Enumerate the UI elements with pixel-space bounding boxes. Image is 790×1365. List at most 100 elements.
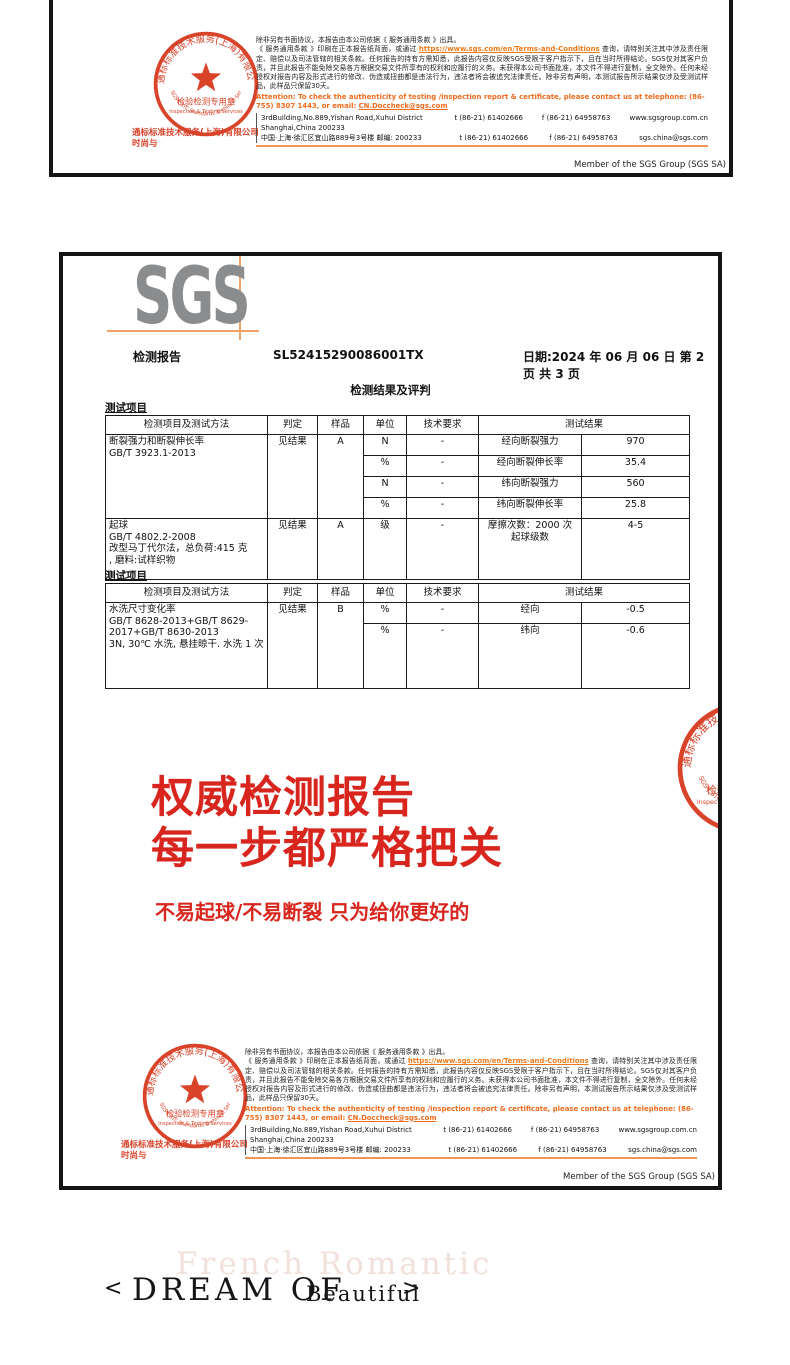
marketing-headline: 权威检测报告 每一步都严格把关 [151, 773, 503, 875]
disclaimer-text: 除非另有书面协议，本报告由本公司依据《 服务通用条款 》出具。 《 服务通用条款… [256, 36, 708, 92]
terms-link: https://www.sgs.com/en/Terms-and-Conditi… [418, 45, 600, 54]
attention-text: Attention: To check the authenticity of … [256, 92, 705, 110]
footer-text-column: 除非另有书面协议，本报告由本公司依据《 服务通用条款 》出具。 《 服务通用条款… [256, 36, 708, 147]
svg-text:Inspection & Testing Services: Inspection & Testing Services [169, 109, 243, 115]
col-verdict: 判定 [267, 415, 318, 435]
brand-name: DREAM OF [132, 1272, 346, 1308]
phone-en: t (86-21) 61402666 [454, 113, 523, 122]
svg-text:检验检测专用章: 检验检测专用章 [177, 97, 236, 107]
report-header-row: 检测报告 SL52415290086001TX 日期:2024 年 06 月 0… [133, 348, 708, 381]
sgs-logo-block: SGS [107, 252, 327, 350]
stamp-caption: 通标标准技术服务(上海)有限公司 时尚与 [121, 1140, 301, 1162]
td-result-label: 经向 [478, 602, 582, 624]
attention-note: Attention: To check the authenticity of … [256, 93, 708, 111]
report-page2-card: SGS 检测报告 SL52415290086001TX 日期:2024 年 06… [59, 252, 722, 1190]
table-header-row: 检测项目及测试方法 判定 样品 单位 技术要求 测试结果 [105, 583, 691, 603]
address-row-en: 3rdBuilding,No.889,Yishan Road,Xuhui Dis… [250, 1125, 697, 1145]
test-results-table-1: 检测项目及测试方法 判定 样品 单位 技术要求 测试结果 断裂强力和断裂伸长率 … [105, 415, 691, 580]
headline-line1: 权威检测报告 [151, 773, 415, 823]
address-block: 3rdBuilding,No.889,Yishan Road,Xuhui Dis… [245, 1124, 697, 1155]
td-requirement: - [406, 434, 479, 456]
td-unit: % [363, 623, 407, 689]
td-requirement: - [406, 518, 479, 580]
star-icon [179, 1074, 211, 1104]
td-result-label: 经向断裂伸长率 [478, 455, 582, 477]
col-requirement: 技术要求 [406, 415, 479, 435]
phone-en: t (86-21) 61402666 [443, 1125, 512, 1134]
stamp-caption-line2: 时尚与 [121, 1151, 147, 1161]
address-en: 3rdBuilding,No.889,Yishan Road,Xuhui Dis… [261, 113, 423, 132]
address-row-cn: 中国·上海·徐汇区宜山路889号3号楼 邮编: 200233 t (86-21)… [250, 1145, 697, 1155]
td-result-value: 4-5 [580, 518, 691, 580]
sgs-member-line: Member of the SGS Group (SGS SA) [563, 1172, 715, 1182]
table-row: 断裂强力和断裂伸长率 GB/T 3923.1-2013 见结果 A N - 经向… [105, 434, 691, 519]
col-requirement: 技术要求 [406, 583, 479, 603]
results-section-title: 检测结果及评判 [350, 383, 431, 397]
disclaimer-part2: 查询，请特别关注其中涉及责任限定、赔偿以及司法管辖的相关条款。任何报告的持有方需… [245, 1057, 697, 1103]
item-description: 3N, 30℃ 水洗, 悬挂晾干. 水洗 1 次 [109, 638, 264, 650]
brand-banner: French Romantic < DREAM OF Beautiful > [0, 1240, 790, 1350]
svg-text:检验检测专用章: 检验检测专用章 [706, 784, 722, 797]
td-sample: A [317, 434, 364, 519]
col-unit: 单位 [363, 415, 407, 435]
td-unit: 级 [363, 518, 407, 580]
td-result-value: 25.8 [580, 497, 691, 519]
svg-text:通标标准技术服务(上海)有限公司: 通标标准技术服务(上海)有限公司 [673, 698, 722, 768]
disclaimer-part2: 查询，请特别关注其中涉及责任限定、赔偿以及司法管辖的相关条款。任何报告的持有方需… [256, 45, 708, 91]
col-result: 测试结果 [477, 415, 691, 435]
right-arrow-icon[interactable]: > [402, 1276, 421, 1301]
table-row: 起球 GB/T 4802.2-2008 改型马丁代尔法，总负荷:415 克 , … [105, 518, 691, 580]
td-requirement: - [406, 476, 479, 498]
td-verdict: 见结果 [267, 434, 318, 519]
item-name: 起球 [109, 520, 129, 531]
footer-divider [245, 1156, 697, 1159]
item-dimensional-change: 水洗尺寸变化率 GB/T 8628-2013+GB/T 8629-2017+GB… [105, 602, 268, 689]
left-arrow-icon[interactable]: < [104, 1276, 123, 1301]
td-sample: B [317, 602, 364, 689]
item-method: GB/T 8628-2013+GB/T 8629-2017+GB/T 8630-… [109, 615, 249, 639]
brand-tagline: Beautiful [306, 1282, 422, 1306]
td-result-label: 纬向断裂伸长率 [478, 497, 582, 519]
td-result-value: 35.4 [580, 455, 691, 477]
col-sample: 样品 [317, 583, 364, 603]
stamp-caption-line2: 时尚与 [132, 139, 158, 149]
address-cn: 中国·上海·徐汇区宜山路889号3号楼 邮编: 200233 [261, 133, 422, 142]
td-result-label: 纬向断裂强力 [478, 476, 582, 498]
sgs-logo: SGS [133, 252, 251, 342]
stamp-caption: 通标标准技术服务(上海)有限公司 时尚与 [132, 128, 312, 150]
website-url: www.sgsgroup.com.cn [629, 113, 708, 122]
attention-text: Attention: To check the authenticity of … [245, 1104, 694, 1122]
email-address: sgs.china@sgs.com [639, 133, 708, 142]
address-row-cn: 中国·上海·徐汇区宜山路889号3号楼 邮编: 200233 t (86-21)… [261, 133, 708, 143]
col-item: 检测项目及测试方法 [105, 583, 268, 603]
item-method: GB/T 3923.1-2013 [109, 447, 196, 459]
stamp-caption-line1: 通标标准技术服务(上海)有限公司 [132, 128, 259, 138]
col-result: 测试结果 [477, 583, 691, 603]
sgs-member-line: Member of the SGS Group (SGS SA) [574, 160, 726, 170]
phone-cn: t (86-21) 61402666 [459, 133, 529, 142]
company-seal-stamp-side: 通标标准技术服务(上海)有限公司 检验检测专用章 Inspection & Te… [673, 698, 722, 829]
disclaimer-part1: 除非另有书面协议，本报告由本公司依据《 服务通用条款 》出具。 《 服务通用条款… [256, 36, 461, 54]
test-items-label-2: 测试项目 [105, 570, 147, 582]
td-result-value: -0.5 [580, 602, 691, 624]
td-unit: N [363, 476, 407, 498]
report-page1-footer-card: 通标标准技术服务(上海)有限公司 检验检测专用章 Inspection & Te… [49, 0, 733, 177]
logo-crosshair-vertical [239, 256, 241, 340]
item-name: 断裂强力和断裂伸长率 [109, 436, 205, 447]
table-header-row: 检测项目及测试方法 判定 样品 单位 技术要求 测试结果 [105, 415, 691, 435]
company-seal-stamp: 通标标准技术服务(上海)有限公司 检验检测专用章 Inspection & Te… [139, 1040, 248, 1149]
table-row: % - 纬向 -0.6 [106, 623, 691, 689]
address-row-en: 3rdBuilding,No.889,Yishan Road,Xuhui Dis… [261, 113, 708, 133]
report-title: 检测报告 [133, 350, 182, 364]
website-url: www.sgsgroup.com.cn [618, 1125, 697, 1134]
col-verdict: 判定 [267, 583, 318, 603]
table-row: 水洗尺寸变化率 GB/T 8628-2013+GB/T 8629-2017+GB… [105, 602, 691, 689]
fax-cn: f (86-21) 64958763 [538, 1145, 607, 1154]
item-description: 改型马丁代尔法，总负荷:415 克 , 磨料:试样织物 [109, 543, 248, 566]
col-item: 检测项目及测试方法 [105, 415, 268, 435]
td-unit: % [363, 455, 407, 477]
marketing-subline: 不易起球/不易断裂 只为给你更好的 [155, 900, 470, 924]
td-result-label: 纬向 [478, 623, 582, 689]
company-seal-stamp: 通标标准技术服务(上海)有限公司 检验检测专用章 Inspection & Te… [150, 28, 259, 137]
td-requirement: - [406, 455, 479, 477]
